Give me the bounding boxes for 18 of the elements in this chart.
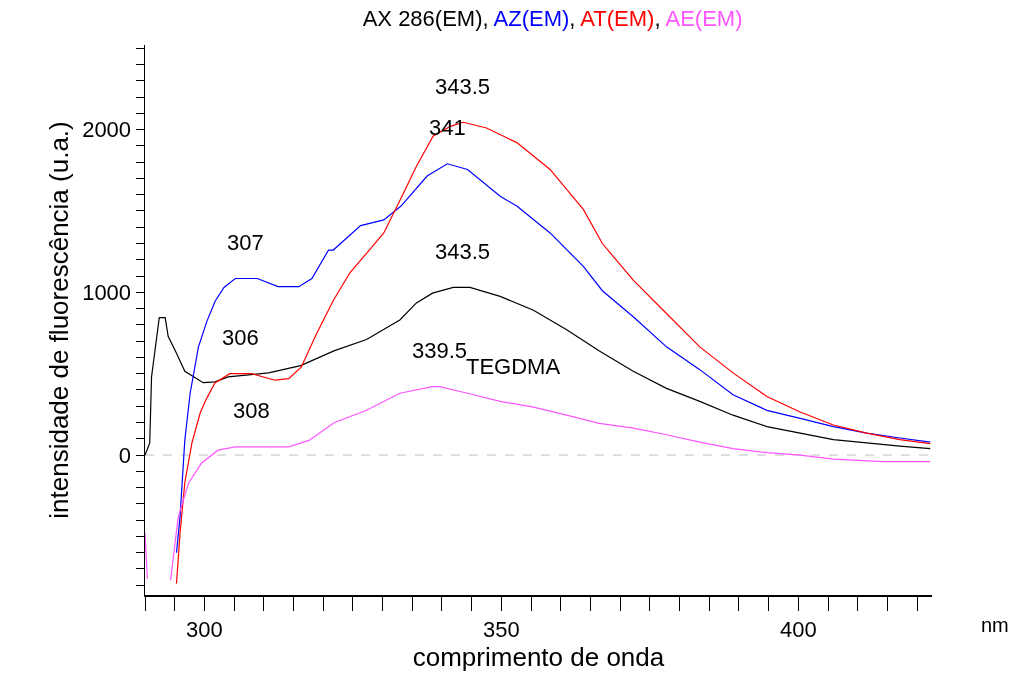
annotation: TEGDMA bbox=[466, 354, 561, 379]
annotation: 306 bbox=[222, 325, 259, 350]
annotation: 343.5 bbox=[435, 239, 491, 264]
y-axis-title: intensidade de fluorescência (u.a.) bbox=[43, 121, 74, 519]
x-axis-title: comprimento de onda bbox=[412, 641, 665, 672]
annotation: 307 bbox=[227, 230, 264, 255]
y-tick-label: 0 bbox=[118, 442, 132, 468]
y-tick-label: 1000 bbox=[82, 280, 132, 306]
x-tick-label: 400 bbox=[780, 616, 817, 642]
y-tick-label: 2000 bbox=[82, 117, 132, 143]
line-series bbox=[175, 121, 931, 585]
chart-title: AX 286(EM), AZ(EM), AT(EM), AE(EM) bbox=[362, 5, 743, 31]
text: nm bbox=[981, 614, 1009, 636]
line-series bbox=[175, 163, 931, 554]
annotation: 343.5 bbox=[435, 74, 491, 99]
x-tick-label: 300 bbox=[186, 616, 223, 642]
annotation: 308 bbox=[233, 398, 270, 423]
x-tick-label: 350 bbox=[483, 616, 520, 642]
